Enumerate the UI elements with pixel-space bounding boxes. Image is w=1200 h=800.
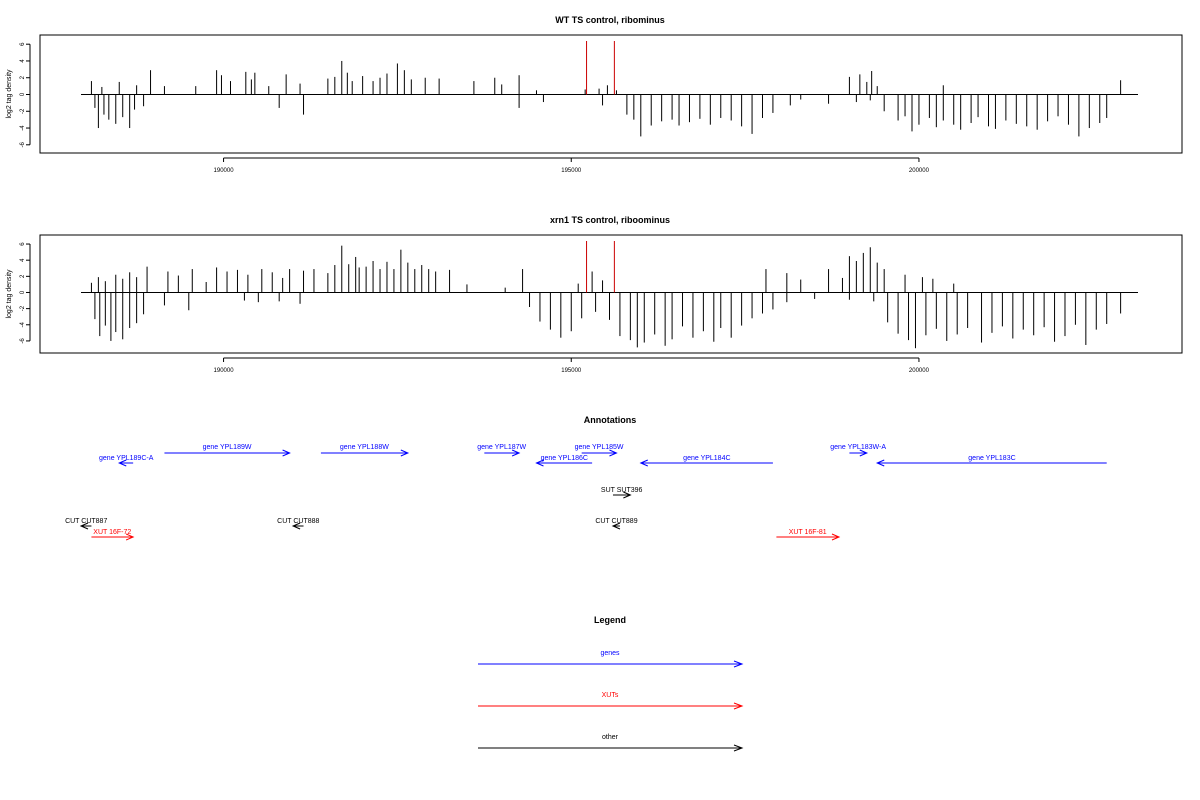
legend-arrowhead-xuts (733, 702, 744, 710)
xrn1-x-tick-label: 200000 (909, 368, 930, 374)
annotation-arrowhead-xut-16f-81 (831, 533, 841, 541)
legend: Legend genes XUTs other (478, 615, 744, 752)
wt-x-tick-label: 195000 (561, 168, 582, 174)
annotation-label-cut-cut888: CUT CUT888 (277, 518, 319, 525)
annotation-arrowhead-gene-ypl188w (400, 449, 410, 457)
xrn1-plot-frame (39, 234, 1183, 354)
annotation-label-xut-16f-72: XUT 16F-72 (93, 529, 131, 536)
annotation-arrowhead-cut-cut888 (291, 522, 301, 530)
annotation-arrowhead-gene-ypl189c-a (117, 459, 127, 467)
xrn1-y-axis-label: log2 tag density (6, 269, 13, 319)
annotation-arrowhead-gene-ypl189w (282, 449, 291, 457)
legend-title: Legend (594, 615, 626, 625)
xrn1-y-tick-label: 4 (20, 258, 26, 262)
xrn1-y-tick-label: -6 (20, 338, 26, 344)
annotation-label-gene-ypl188w: gene YPL188W (340, 444, 389, 451)
annotation-arrowhead-sut-sut396 (623, 491, 632, 499)
xrn1-y-tick-label: 2 (20, 274, 26, 278)
legend-label-genes: genes (600, 650, 620, 657)
wt-y-tick-label: -6 (20, 141, 26, 147)
annotation-label-gene-ypl186c: gene YPL186C (541, 455, 588, 462)
annotations-title: Annotations (584, 415, 637, 425)
annotation-arrowhead-gene-ypl184c (639, 459, 648, 467)
wt-x-tick-label: 200000 (909, 168, 930, 174)
annotation-label-xut-16f-81: XUT 16F-81 (789, 529, 827, 536)
xrn1-x-axis: 190000 195000 200000 (214, 357, 930, 374)
annotation-label-gene-ypl184c: gene YPL184C (683, 455, 730, 462)
wt-y-axis: 6 4 2 0 -2 -4 -6 (20, 42, 31, 147)
annotation-label-cut-cut887: CUT CUT887 (65, 518, 107, 525)
wt-bars (81, 60, 1138, 137)
xrn1-x-tick-label: 195000 (561, 368, 582, 374)
wt-position-markers (586, 41, 615, 95)
annotation-arrowhead-gene-ypl183w-a (859, 449, 869, 457)
legend-label-other: other (602, 734, 619, 741)
wt-y-tick-label: 4 (20, 59, 26, 63)
xrn1-panel-title: xrn1 TS control, riboominus (550, 215, 670, 225)
wt-y-tick-label: -2 (20, 108, 26, 114)
annotation-arrowhead-gene-ypl187w (511, 449, 521, 457)
annotation-arrowhead-cut-cut887 (79, 522, 89, 530)
wt-panel-title: WT TS control, ribominus (555, 15, 665, 25)
annotation-arrowhead-xut-16f-72 (125, 533, 135, 541)
annotation-features: gene YPL189C-A gene YPL189W gene YPL188W ge… (65, 444, 1107, 541)
wt-y-tick-label: -4 (20, 125, 26, 131)
xrn1-x-tick-label: 190000 (214, 368, 235, 374)
wt-y-tick-label: 0 (20, 92, 26, 96)
annotation-arrowhead-gene-ypl183c (875, 459, 885, 467)
annotation-label-gene-ypl189c-a: gene YPL189C-A (99, 455, 154, 462)
xrn1-y-axis: 6 4 2 0 -2 -4 -6 (20, 242, 31, 344)
annotation-label-sut-sut396: SUT SUT396 (601, 487, 643, 494)
wt-y-axis-label: log2 tag density (6, 69, 13, 119)
wt-y-tick-label: 2 (20, 75, 26, 79)
xrn1-y-tick-label: -4 (20, 321, 26, 327)
legend-arrowhead-genes (733, 660, 744, 668)
xrn1-y-tick-label: 0 (20, 290, 26, 294)
xrn1-y-tick-label: -2 (20, 305, 26, 311)
annotation-label-cut-cut889: CUT CUT889 (595, 518, 637, 525)
xrn1-bars (81, 245, 1138, 349)
wt-x-tick-label: 190000 (214, 168, 235, 174)
wt-plot-frame (39, 34, 1183, 154)
wt-x-axis: 190000 195000 200000 (214, 157, 930, 174)
legend-label-xuts: XUTs (602, 692, 619, 699)
wt-density-panel: WT TS control, ribominus log2 tag densit… (6, 15, 1183, 174)
wt-y-tick-label: 6 (20, 42, 26, 46)
annotation-arrowhead-cut-cut889 (611, 522, 621, 530)
annotation-label-gene-ypl189w: gene YPL189W (203, 444, 252, 451)
annotation-label-gene-ypl183c: gene YPL183C (968, 455, 1015, 462)
legend-items: genes XUTs other (478, 650, 744, 752)
legend-arrowhead-other (733, 744, 744, 752)
annotation-label-gene-ypl185w: gene YPL185W (575, 444, 624, 451)
xrn1-y-tick-label: 6 (20, 242, 26, 246)
xrn1-position-markers (586, 241, 615, 293)
xrn1-density-panel: xrn1 TS control, riboominus log2 tag den… (6, 215, 1183, 374)
annotation-arrowhead-gene-ypl186c (535, 459, 544, 467)
annotation-arrowhead-gene-ypl185w (609, 449, 618, 457)
annotation-label-gene-ypl183w-a: gene YPL183W-A (830, 444, 886, 451)
annotation-label-gene-ypl187w: gene YPL187W (477, 444, 526, 451)
